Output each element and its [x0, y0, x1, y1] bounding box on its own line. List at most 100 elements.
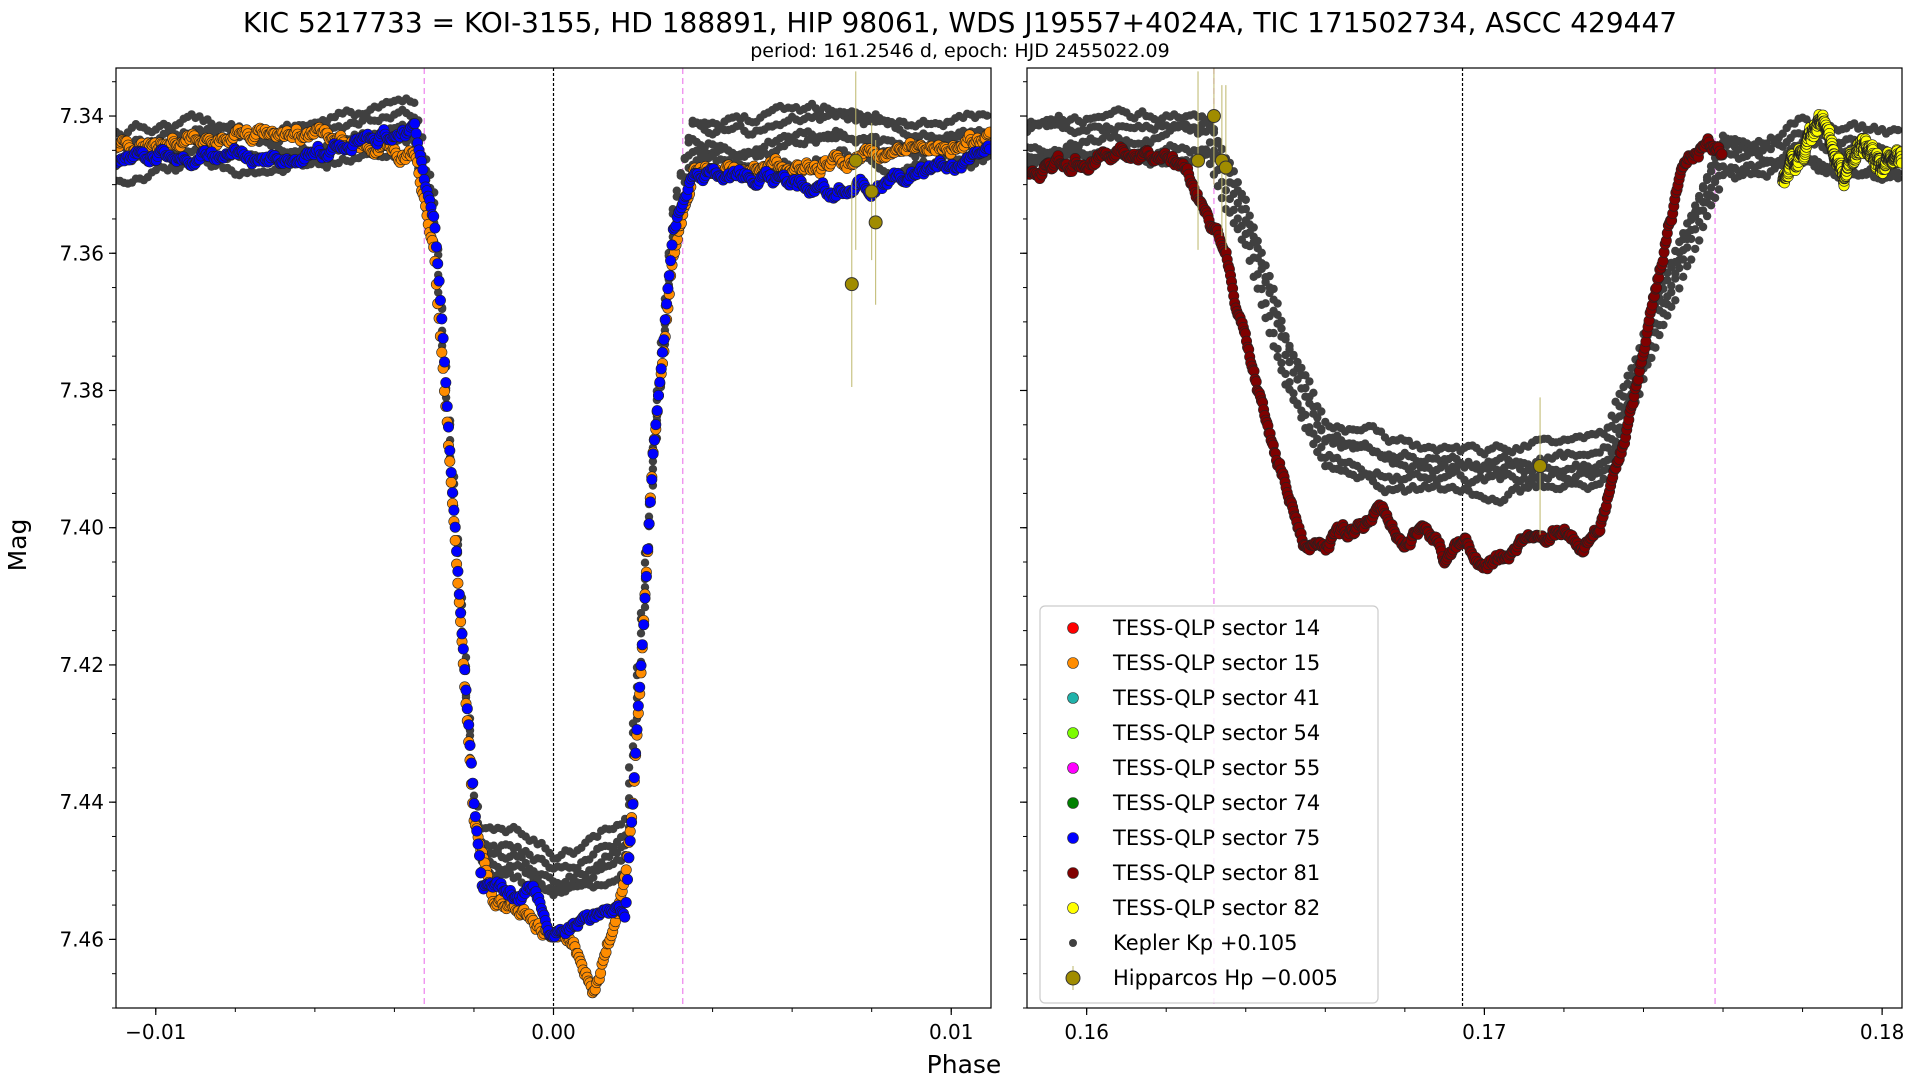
data-point [467, 777, 479, 789]
data-point [445, 476, 457, 488]
data-point [658, 334, 670, 346]
data-point [457, 643, 469, 655]
data-point [1702, 211, 1712, 221]
legend-marker [1069, 939, 1077, 947]
data-point [1710, 193, 1720, 203]
x-tick-label: 0.16 [1064, 1020, 1109, 1044]
data-point [984, 143, 991, 155]
data-point [409, 118, 421, 130]
legend-item: TESS-QLP sector 54 [1067, 721, 1320, 745]
data-point [661, 298, 673, 310]
data-point [448, 504, 460, 516]
legend-item: TESS-QLP sector 41 [1067, 686, 1320, 710]
data-point [624, 763, 634, 772]
data-point [656, 346, 668, 358]
data-point [652, 389, 664, 401]
y-tick-label: 7.34 [59, 104, 104, 128]
data-point [844, 277, 859, 292]
data-point [1277, 358, 1286, 368]
data-point [475, 867, 487, 879]
data-point [1710, 177, 1720, 187]
data-point [430, 241, 442, 253]
series-tess-qlp-sector-75 [116, 118, 991, 943]
data-point [444, 445, 456, 457]
data-point [429, 222, 441, 234]
legend-label: TESS-QLP sector 75 [1112, 826, 1320, 850]
data-point [1205, 138, 1215, 147]
data-point [1687, 255, 1696, 264]
data-point [627, 798, 639, 810]
data-point [1225, 194, 1235, 204]
x-tick-label: 0.18 [1860, 1020, 1905, 1044]
data-point [1317, 453, 1326, 462]
data-point [1679, 255, 1688, 264]
data-point [1659, 320, 1668, 330]
data-point [635, 659, 647, 671]
data-point [1241, 240, 1251, 249]
data-point [868, 215, 883, 230]
chart-title: KIC 5217733 = KOI-3155, HD 188891, HIP 9… [243, 6, 1677, 39]
legend-item: TESS-QLP sector 74 [1067, 791, 1320, 815]
data-point [1317, 407, 1326, 416]
data-point [1253, 244, 1262, 253]
data-point [655, 363, 667, 375]
data-point [1607, 448, 1616, 457]
data-point [513, 872, 522, 881]
legend-marker [1067, 622, 1079, 634]
data-point [623, 852, 635, 864]
plot-area [1027, 68, 1902, 1008]
x-tick-label: 0.17 [1462, 1020, 1507, 1044]
legend-label: TESS-QLP sector 41 [1112, 686, 1320, 710]
data-point [1651, 343, 1660, 352]
legend-marker [1067, 692, 1079, 704]
data-point [1191, 153, 1206, 168]
data-point [1261, 313, 1270, 323]
data-point [456, 628, 468, 640]
data-point [1683, 262, 1692, 271]
data-point [628, 772, 640, 784]
data-point [1893, 174, 1902, 183]
data-point [1691, 244, 1700, 254]
data-point [984, 126, 991, 138]
data-point [648, 457, 658, 466]
data-point [640, 558, 650, 567]
data-point [1647, 353, 1656, 363]
data-point [639, 592, 651, 604]
legend-marker [1067, 867, 1079, 879]
data-point [436, 346, 448, 358]
data-point [1702, 175, 1712, 185]
data-point [432, 258, 444, 270]
data-point [642, 543, 654, 555]
axes-frame [1026, 67, 1903, 1009]
data-point [1233, 198, 1243, 208]
data-point [1201, 127, 1211, 136]
data-point [848, 153, 863, 168]
data-point [982, 111, 991, 120]
legend-item: Hipparcos Hp −0.005 [1065, 966, 1338, 990]
data-point [1293, 375, 1302, 384]
data-point [1671, 296, 1680, 305]
data-point [1706, 201, 1716, 210]
data-point [632, 700, 644, 712]
data-point [1305, 399, 1314, 408]
data-point [471, 825, 483, 837]
data-point [620, 864, 632, 876]
data-point [437, 332, 449, 344]
data-point [1245, 256, 1254, 265]
data-point [624, 835, 636, 847]
data-point [636, 629, 646, 638]
data-point [619, 911, 631, 923]
legend-label: TESS-QLP sector 81 [1112, 861, 1320, 885]
legend-label: Kepler Kp +0.105 [1113, 931, 1298, 955]
data-point [1265, 328, 1274, 338]
data-point [433, 275, 445, 287]
y-axis-label: Mag [3, 519, 32, 572]
series-hipparcos-hp-0-005 [1191, 68, 1548, 535]
data-point [434, 294, 446, 306]
data-point [1679, 272, 1688, 281]
data-point [1265, 288, 1274, 298]
data-point [459, 664, 471, 676]
data-point [1237, 205, 1247, 214]
legend-marker [1067, 902, 1079, 914]
